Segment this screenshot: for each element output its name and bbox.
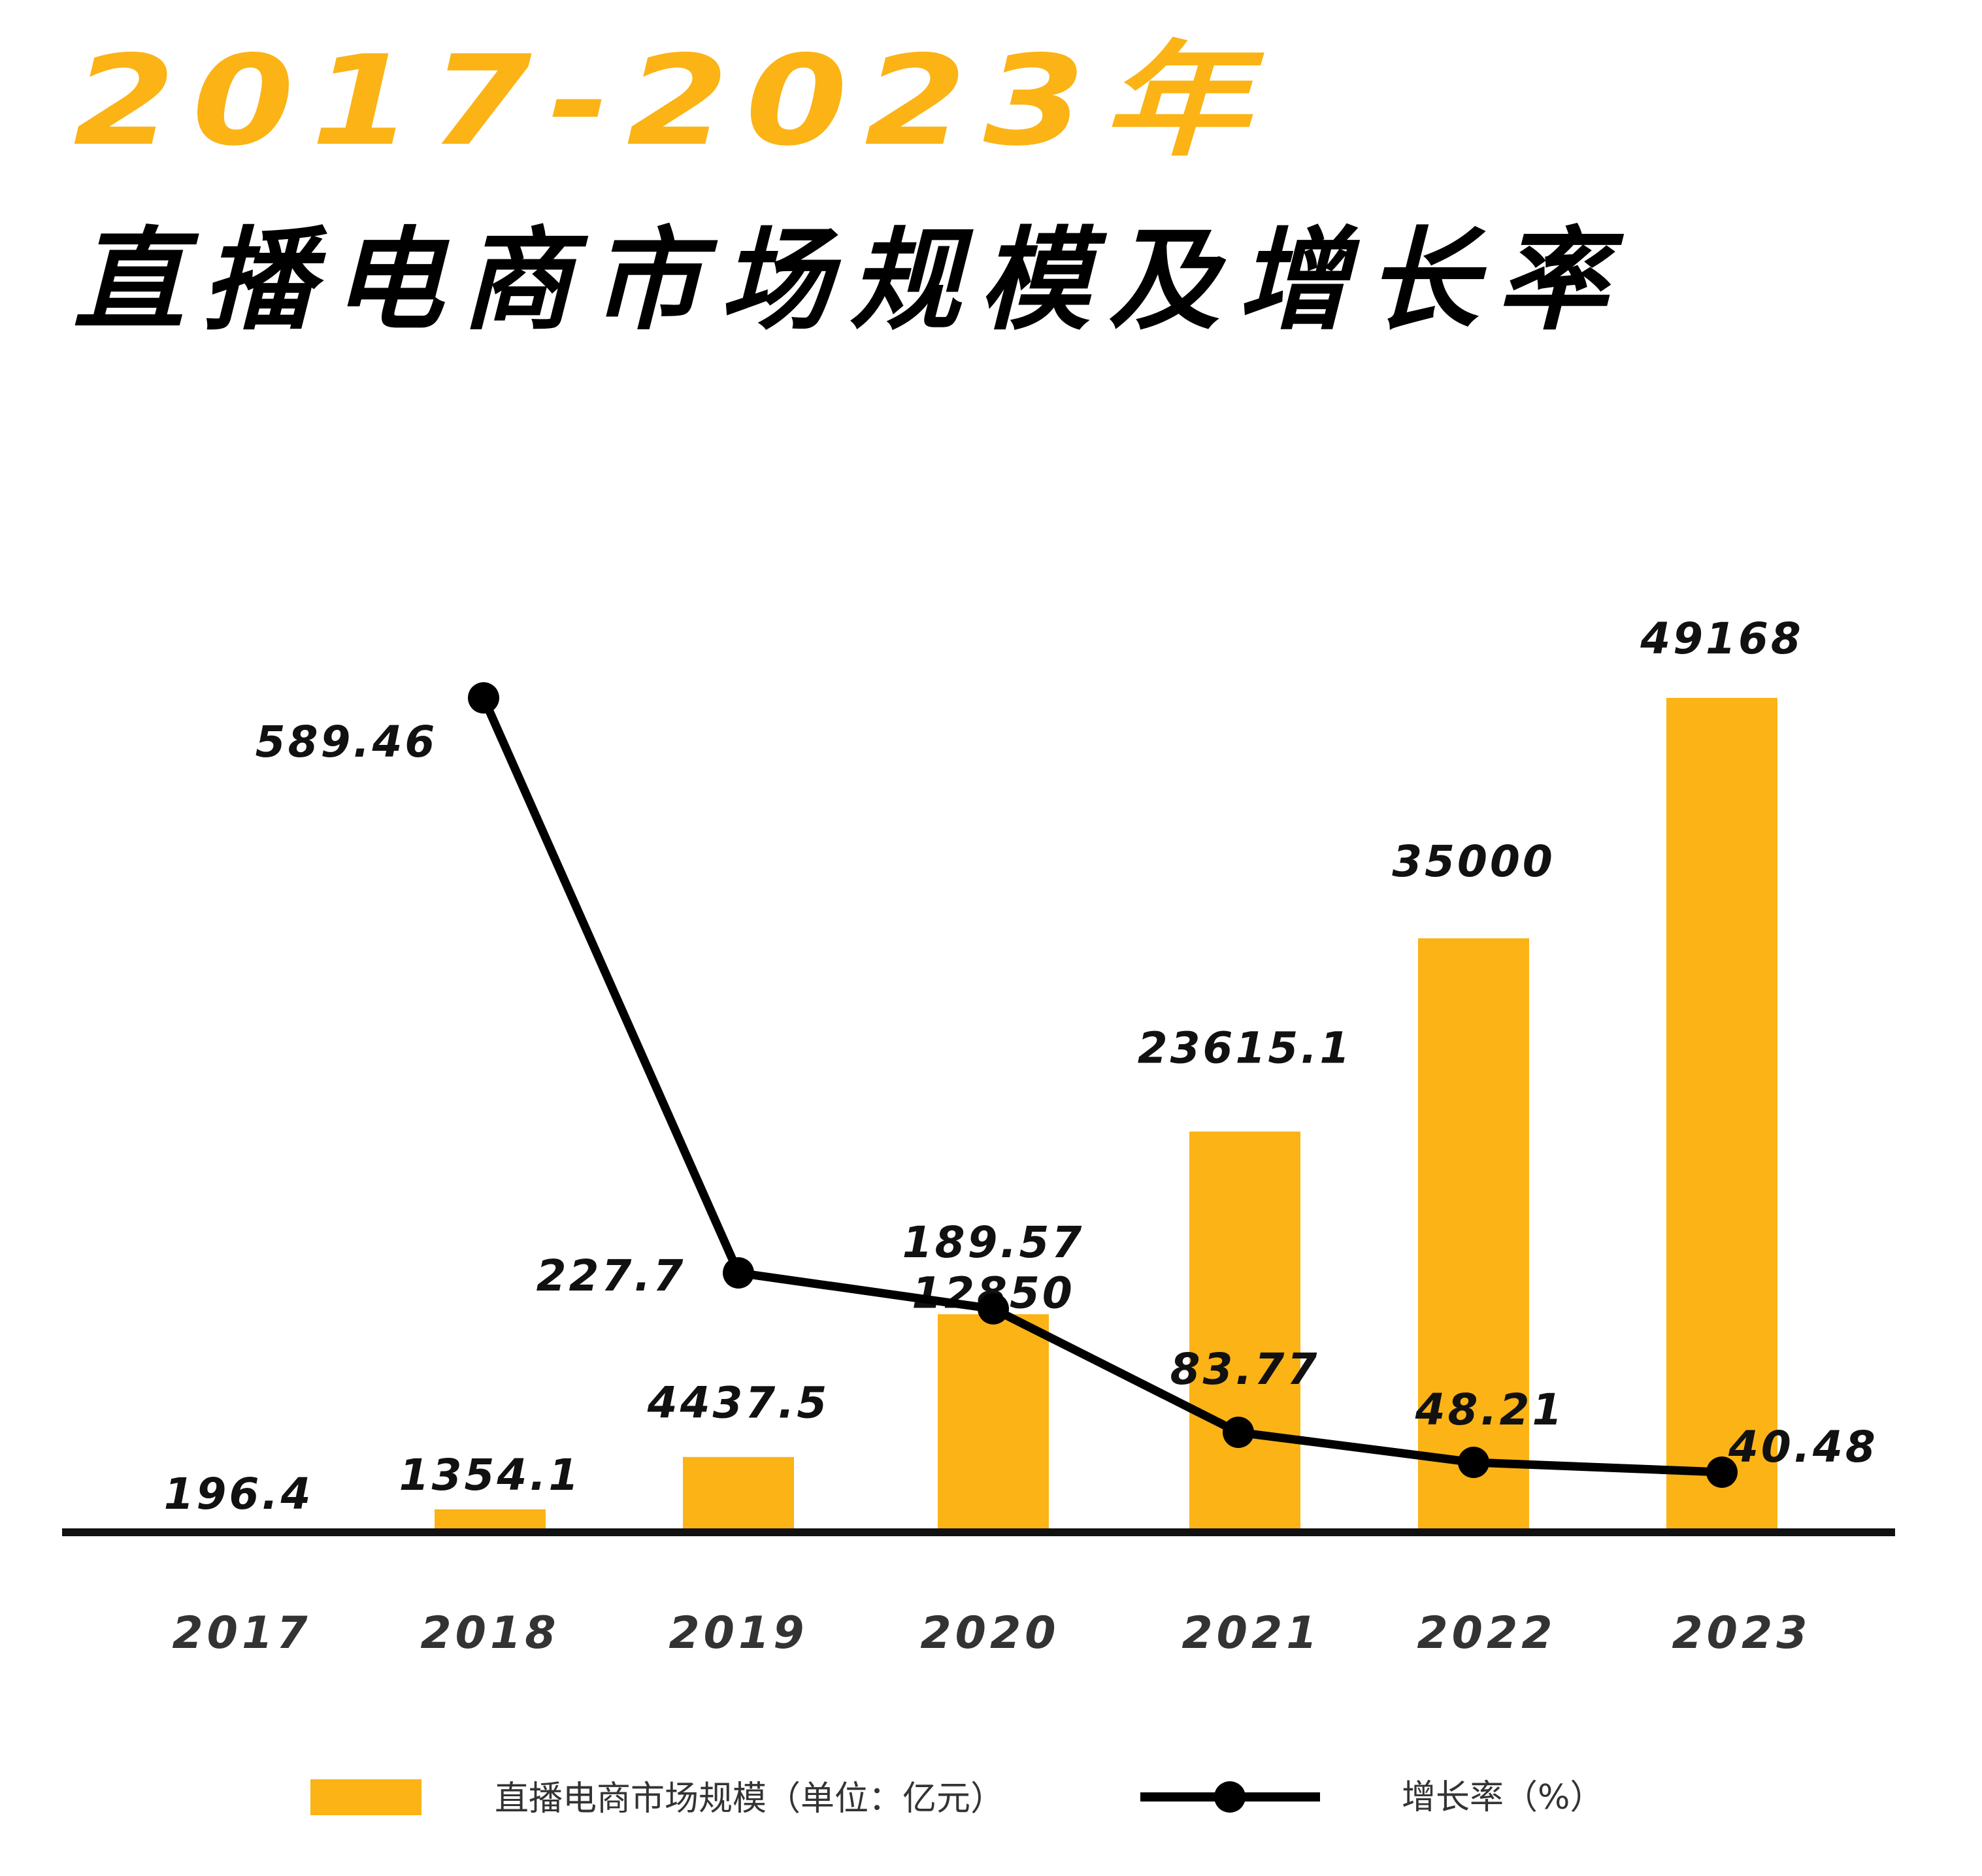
bar bbox=[1418, 938, 1529, 1532]
bar-value-label: 49168 bbox=[1640, 614, 1804, 664]
rate-point bbox=[978, 1293, 1009, 1325]
x-tick-label: 2018 bbox=[420, 1607, 559, 1659]
bar bbox=[1189, 1131, 1300, 1532]
x-tick-label: 2017 bbox=[172, 1607, 311, 1659]
legend-line-marker bbox=[1214, 1781, 1246, 1813]
title-year-range: 2017-2023年 bbox=[73, 29, 1266, 173]
bar-value-label: 23615.1 bbox=[1138, 1023, 1353, 1074]
rate-value-label: 589.46 bbox=[256, 717, 438, 767]
bar-value-label: 1354.1 bbox=[399, 1450, 582, 1500]
rate-point bbox=[1706, 1456, 1738, 1488]
rate-value-label: 227.7 bbox=[537, 1251, 686, 1301]
bar-series bbox=[183, 698, 1777, 1532]
bar bbox=[1666, 698, 1777, 1532]
rate-line bbox=[479, 693, 1726, 1477]
x-tick-label: 2020 bbox=[920, 1607, 1059, 1659]
rate-value-label: 48.21 bbox=[1415, 1385, 1565, 1435]
rate-line-series bbox=[468, 682, 1738, 1488]
bar-value-label: 4437.5 bbox=[647, 1378, 830, 1428]
legend-bar-label: 直播电商市场规模（单位：亿元） bbox=[495, 1779, 1004, 1818]
rate-value-label: 189.57 bbox=[902, 1217, 1085, 1268]
x-axis-tick-labels: 2017 2018 2019 2020 2021 2022 2023 bbox=[172, 1607, 1811, 1659]
legend: 直播电商市场规模（单位：亿元） 增长率（%） bbox=[310, 1778, 1604, 1818]
rate-point bbox=[723, 1257, 754, 1289]
rate-point bbox=[468, 682, 499, 714]
rate-value-labels: 589.46 227.7 189.57 83.77 48.21 40.48 bbox=[256, 717, 1878, 1472]
legend-bar-swatch bbox=[310, 1779, 421, 1815]
rate-value-label: 83.77 bbox=[1170, 1344, 1320, 1394]
rate-point bbox=[1458, 1447, 1489, 1478]
x-tick-label: 2019 bbox=[669, 1607, 808, 1659]
bar-value-label: 196.4 bbox=[164, 1469, 314, 1519]
bar-value-label: 35000 bbox=[1392, 836, 1555, 887]
bar bbox=[938, 1314, 1049, 1532]
x-tick-label: 2022 bbox=[1417, 1607, 1556, 1659]
bar bbox=[683, 1456, 794, 1532]
legend-line-label: 增长率（%） bbox=[1402, 1778, 1604, 1817]
rate-point bbox=[1223, 1417, 1254, 1448]
chart-title: 直播电商市场规模及增长率 bbox=[73, 216, 1627, 346]
rate-value-label: 40.48 bbox=[1728, 1422, 1878, 1472]
x-tick-label: 2023 bbox=[1672, 1607, 1811, 1659]
x-tick-label: 2021 bbox=[1181, 1607, 1321, 1659]
